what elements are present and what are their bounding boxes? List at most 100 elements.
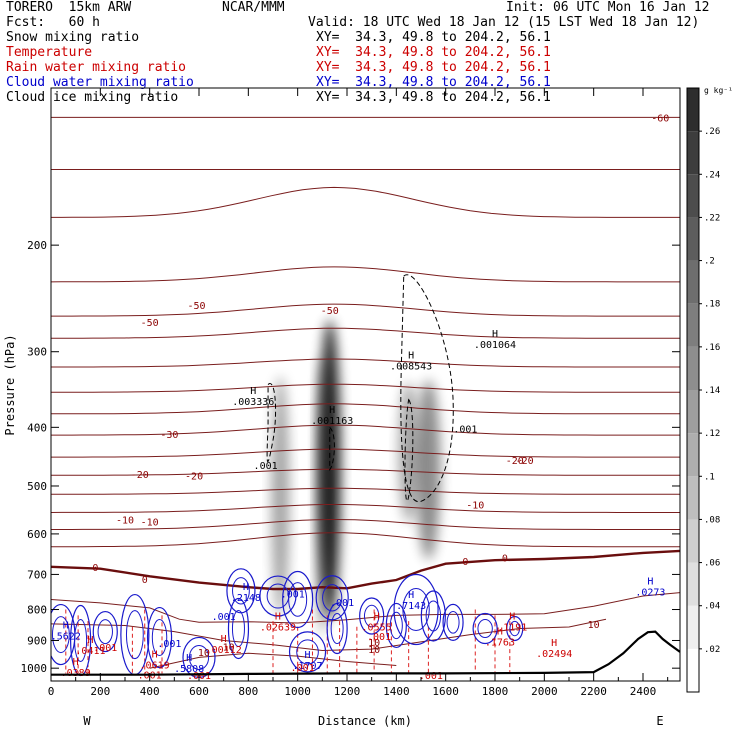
temperature-contour — [51, 504, 680, 513]
field-name: Cloud water mixing ratio — [6, 75, 194, 90]
temperature-label: 10 — [368, 638, 380, 649]
maximum-marker: H — [87, 635, 93, 646]
maximum-marker: H — [329, 405, 335, 416]
maximum-value: .0619 — [140, 661, 170, 672]
colorbar-swatch — [687, 476, 699, 520]
temperature-contours — [51, 116, 680, 669]
maximum-marker: H — [492, 329, 498, 340]
temperature-label: -20 — [185, 471, 203, 482]
temperature-contour — [51, 403, 680, 415]
maximum-marker: H — [186, 653, 192, 664]
contour-label: .001 — [419, 671, 443, 682]
colorbar-label: .14 — [704, 386, 720, 396]
y-tick-label: 1000 — [21, 662, 48, 675]
colorbar-label: .06 — [704, 559, 720, 569]
maximum-value: .0273 — [635, 588, 665, 599]
cloud-water-contour — [477, 619, 493, 639]
temperature-label: 10 — [588, 620, 600, 631]
x-tick-label: 2400 — [630, 685, 657, 698]
cloud-water-contour — [472, 612, 498, 645]
temperature-label: 10 — [368, 645, 380, 656]
y-tick-label: 500 — [27, 480, 47, 493]
maximum-value: .0411 — [75, 646, 105, 657]
x-tick-label: 1600 — [432, 685, 459, 698]
maximum-value: .00112 — [206, 645, 242, 656]
y-tick-label: 300 — [27, 346, 47, 359]
maximum-marker: H — [305, 650, 311, 661]
contour-label: .001 — [212, 612, 236, 623]
cloud-water-contour — [509, 620, 521, 637]
cloud-water-contour — [420, 590, 446, 642]
colorbar-swatch — [687, 174, 699, 218]
temperature-contour — [51, 327, 680, 339]
colorbar-unit: g kg⁻¹ — [704, 86, 733, 95]
colorbar-label: .02 — [704, 645, 720, 655]
ice-blob — [271, 376, 290, 617]
colorbar-swatch — [687, 346, 699, 390]
cloud-water-contour — [288, 582, 308, 617]
temperature-contour — [149, 652, 397, 669]
maximum-value: .1191 — [497, 623, 527, 634]
colorbar-swatch — [687, 519, 699, 563]
maximum-marker: H — [152, 650, 158, 661]
contour-label: .001 — [330, 598, 354, 609]
cloud-water-contours — [51, 568, 524, 679]
field-xy: XY= 34.3, 49.8 to 204.2, 56.1 — [316, 75, 551, 90]
maximum-marker: H — [647, 577, 653, 588]
ice-blob — [316, 356, 329, 637]
x-tick-label: 800 — [238, 685, 258, 698]
temperature-contour — [51, 532, 680, 548]
temperature-contour — [51, 448, 680, 458]
cloud-water-contour — [151, 619, 168, 657]
y-axis-label: Pressure (hPa) — [3, 334, 17, 435]
cloud-water-contour — [322, 584, 343, 612]
maximum-value: .7143 — [396, 601, 426, 612]
temperature-label: 10 — [198, 648, 210, 659]
cloud-water-contour — [259, 575, 297, 617]
colorbar-label: .1 — [704, 472, 715, 482]
contour-label: .001 — [291, 663, 315, 674]
cloud-water-contour — [330, 613, 344, 645]
snow-contour — [404, 398, 414, 502]
temperature-label: -50 — [321, 306, 339, 317]
x-tick-label: 2200 — [580, 685, 607, 698]
temperature-label: -30 — [160, 430, 178, 441]
temperature-label: -60 — [651, 113, 669, 124]
cloud-water-contour — [282, 570, 314, 629]
maximum-value: .1763 — [485, 638, 515, 649]
temperature-label: 0 — [462, 557, 468, 568]
colorbar-label: .2 — [704, 257, 715, 267]
maximum-value: .008543 — [390, 361, 432, 372]
maximum-value: .0389 — [61, 668, 91, 679]
temperature-label: -20 — [516, 456, 534, 467]
cloud-ice-shading — [271, 319, 441, 637]
cloud-water-contour — [393, 573, 439, 646]
snow-contour — [329, 426, 335, 472]
maximum-marker: H — [551, 638, 557, 649]
cloud-water-contour — [288, 631, 327, 673]
x-tick-label: 1200 — [334, 685, 361, 698]
header-init: Init: 06 UTC Mon 16 Jan 12 — [506, 0, 710, 15]
cloud-water-contour — [146, 606, 173, 669]
temperature-label: 10 — [223, 642, 235, 653]
snow-contour — [400, 274, 454, 503]
west-label: W — [83, 714, 91, 728]
terrain-line — [51, 630, 681, 676]
maximum-value: .2148 — [231, 593, 261, 604]
header-org: NCAR/MMM — [222, 0, 285, 15]
colorbar-swatch — [687, 88, 699, 132]
cloud-water-contour — [51, 616, 70, 654]
cloud-water-contour — [425, 600, 442, 632]
temperature-label: 0 — [92, 563, 98, 574]
field-xy: XY= 34.3, 49.8 to 204.2, 56.1 — [316, 30, 551, 45]
maximum-value: .02639 — [260, 622, 296, 633]
x-tick-label: 0 — [48, 685, 55, 698]
x-tick-label: 2000 — [531, 685, 558, 698]
maximum-value: .0555 — [362, 623, 392, 634]
colorbar-label: .04 — [704, 602, 720, 612]
maximum-marker: H — [497, 627, 503, 638]
temperature-label: -10 — [466, 501, 484, 512]
contour-label: .001 — [281, 589, 305, 600]
colorbar-label: .16 — [704, 343, 720, 353]
y-tick-label: 600 — [27, 528, 47, 541]
